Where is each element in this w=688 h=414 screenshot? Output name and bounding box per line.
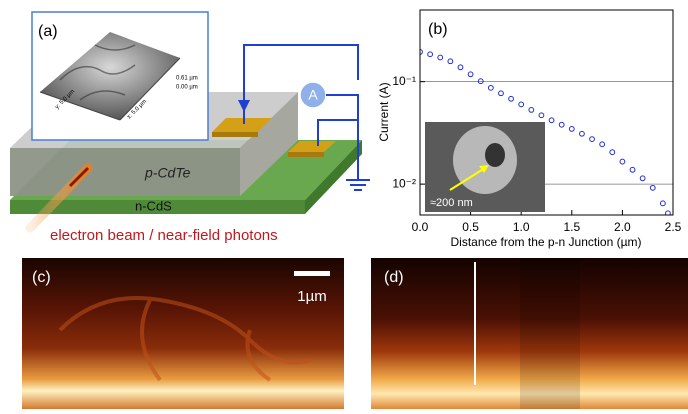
data-point	[549, 118, 554, 123]
data-point	[650, 185, 655, 190]
heatmap	[22, 258, 344, 409]
data-point	[640, 176, 645, 181]
panel-label: (b)	[428, 21, 448, 38]
data-point	[559, 122, 564, 127]
data-point	[529, 108, 534, 113]
data-point	[630, 167, 635, 172]
data-point	[620, 159, 625, 164]
layer-label: n-CdS	[135, 198, 172, 213]
data-point	[468, 72, 473, 77]
data-point	[539, 113, 544, 118]
data-point	[458, 65, 463, 70]
electrode-side-edge	[288, 152, 324, 157]
x-axis-label: Distance from the p-n Junction (µm)	[451, 235, 642, 249]
data-point	[509, 96, 514, 101]
data-point	[438, 55, 443, 60]
chart: (b) Current (A) Distance from the p-n Ju…	[377, 10, 681, 249]
panel-label: (a)	[38, 23, 58, 40]
sem-tip	[453, 126, 517, 194]
data-point	[600, 142, 605, 147]
data-point	[488, 85, 493, 90]
afm-inset: (a) 0.61 µm 0.00 µm y: 5.0 µm x: 5.0 µm	[32, 12, 208, 140]
stripe	[520, 258, 580, 409]
data-point	[519, 102, 524, 107]
nsom-map: (d)	[371, 258, 688, 409]
y-axis-label: Current (A)	[377, 82, 391, 141]
x-tick-label: 2.5	[665, 220, 682, 234]
data-point	[660, 201, 665, 206]
cdte-front	[10, 148, 240, 196]
electrode-top-edge	[212, 132, 258, 137]
afm-z-label: 0.00 µm	[176, 85, 198, 91]
x-tick-label: 1.5	[563, 220, 580, 234]
ammeter-label: A	[308, 87, 318, 103]
x-tick-label: 0.5	[462, 220, 479, 234]
afm-z-label: 0.61 µm	[176, 76, 198, 82]
data-point	[610, 150, 615, 155]
scale-label: 1µm	[297, 288, 326, 305]
x-tick-label: 0.0	[412, 220, 429, 234]
inset-label: ≈200 nm	[430, 197, 473, 209]
panel-label: (d)	[384, 269, 404, 286]
cl-map: (c) 1µm	[22, 258, 344, 409]
beam-label: electron beam / near-field photons	[50, 227, 278, 244]
data-point	[569, 126, 574, 131]
layer-label: p-CdTe	[144, 165, 191, 181]
data-point	[478, 79, 483, 84]
panel-label: (c)	[32, 269, 51, 286]
x-tick-label: 1.0	[513, 220, 530, 234]
y-tick-label: 10⁻²	[392, 176, 416, 190]
data-point	[448, 59, 453, 64]
data-point	[590, 137, 595, 142]
data-point	[580, 131, 585, 136]
x-tick-label: 2.0	[614, 220, 631, 234]
sem-apex	[485, 143, 505, 167]
data-point	[499, 91, 504, 96]
figure: A p-CdTe n-CdS electron beam / near-fiel…	[0, 0, 688, 409]
y-tick-label: 10⁻¹	[392, 74, 416, 88]
data-point	[428, 52, 433, 57]
scale-bar	[294, 271, 330, 276]
